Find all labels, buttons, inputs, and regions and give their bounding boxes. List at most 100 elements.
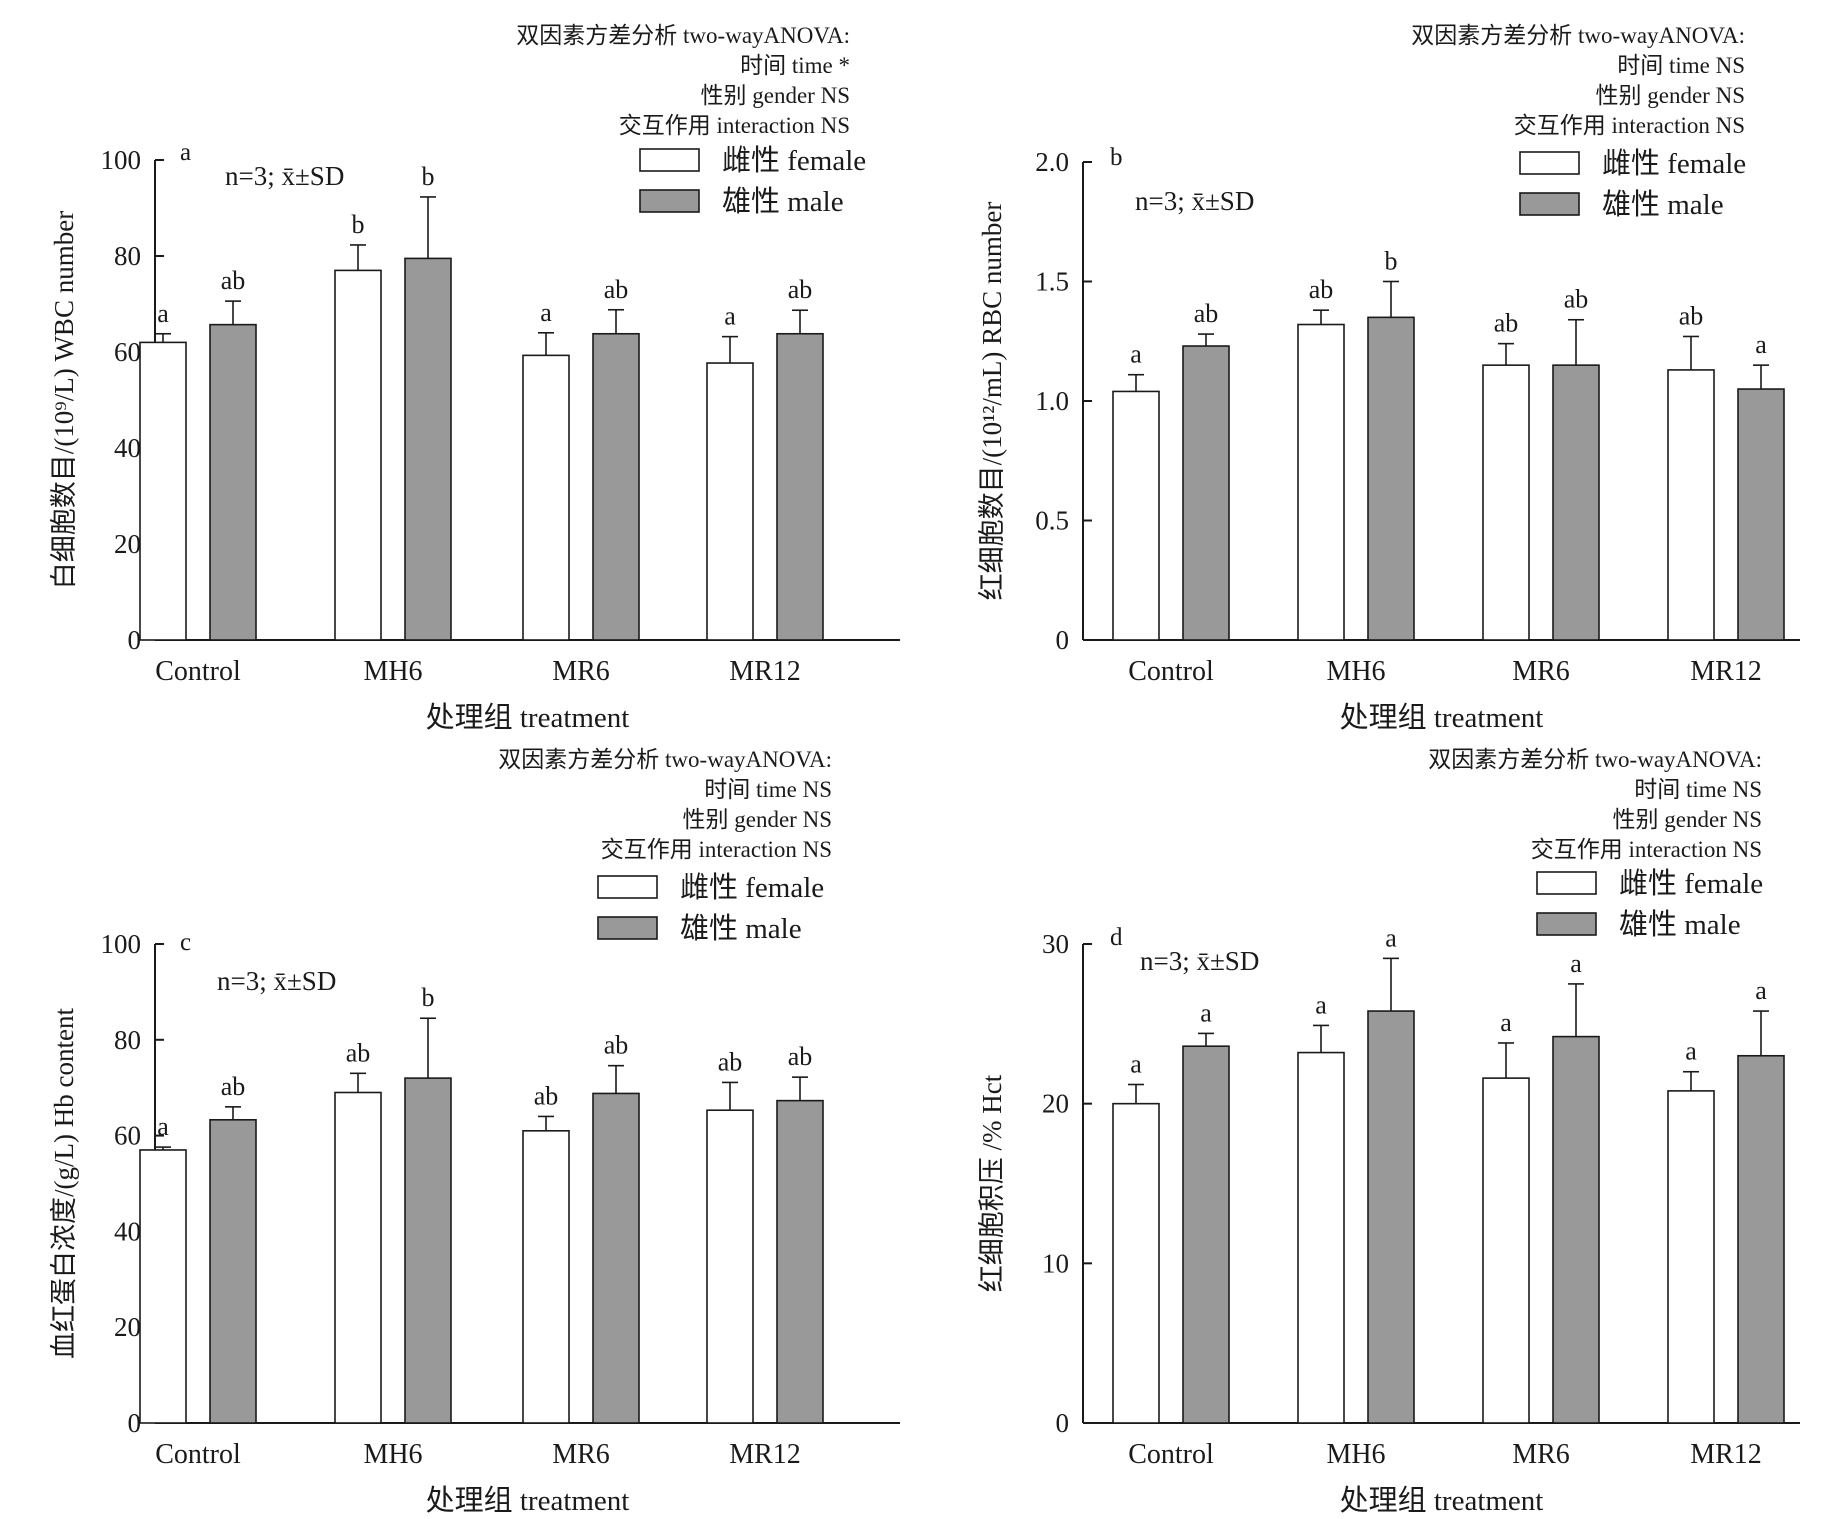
panel-letter: a: [180, 139, 191, 166]
bar-male: [404, 1077, 452, 1424]
y-tick-label: 0: [1056, 625, 1070, 655]
legend-swatch-female: [639, 148, 700, 172]
y-tick-label: 2.0: [1035, 147, 1069, 177]
y-axis-title: 红细胞积压 /% Hct: [977, 1074, 1007, 1292]
bar-female: [1482, 1077, 1530, 1424]
bar-female: [1297, 1051, 1345, 1424]
bar-female: [1482, 364, 1530, 641]
x-tick-label: MR6: [1512, 656, 1570, 687]
bar-male: [404, 257, 452, 641]
y-tick-label: 80: [114, 1025, 141, 1055]
anova-line: 性别 gender NS: [1596, 83, 1745, 108]
anova-line: 性别 gender NS: [701, 83, 850, 108]
bar-male: [592, 1092, 640, 1424]
anova-line: 双因素方差分析 two-wayANOVA:: [516, 23, 850, 48]
significance-label: a: [1755, 976, 1767, 1005]
significance-label: ab: [1194, 299, 1219, 328]
significance-label: ab: [604, 275, 629, 304]
y-tick-label: 80: [114, 241, 141, 271]
significance-label: a: [157, 299, 169, 328]
significance-label: ab: [604, 1031, 629, 1060]
legend-label-male: 雄性 male: [1602, 188, 1724, 221]
y-tick-label: 100: [101, 929, 142, 959]
legend-label-male: 雄性 male: [722, 185, 844, 218]
legend-swatch-female: [597, 875, 658, 899]
anova-line: 双因素方差分析 two-wayANOVA:: [1428, 747, 1762, 772]
significance-label: a: [1500, 1008, 1512, 1037]
chart-panel-b: 双因素方差分析 two-wayANOVA: 时间 time NS 性别 gender…: [977, 23, 1800, 734]
significance-label: ab: [1494, 309, 1519, 338]
bar-female: [1297, 323, 1345, 641]
y-tick-label: 60: [114, 337, 141, 367]
anova-line: 双因素方差分析 two-wayANOVA:: [1411, 23, 1745, 48]
significance-label: a: [157, 1112, 169, 1141]
anova-line: 性别 gender NS: [1613, 807, 1762, 832]
stats-note: n=3; x̄±SD: [217, 966, 336, 996]
anova-line: 双因素方差分析 two-wayANOVA:: [498, 747, 832, 772]
bar-female: [1667, 1090, 1715, 1424]
anova-line: 交互作用 interaction NS: [1531, 837, 1762, 862]
significance-label: a: [1130, 340, 1142, 369]
significance-label: a: [1200, 998, 1212, 1027]
x-tick-label: MH6: [1326, 656, 1385, 687]
significance-label: ab: [534, 1081, 559, 1110]
legend-label-female: 雌性 female: [1602, 147, 1746, 180]
significance-label: b: [422, 983, 435, 1012]
significance-label: ab: [221, 1072, 246, 1101]
x-tick-label: MR12: [729, 656, 801, 687]
anova-line: 时间 time NS: [1634, 777, 1762, 802]
stats-note: n=3; x̄±SD: [225, 161, 344, 191]
bar-male: [209, 1118, 257, 1424]
x-tick-label: MR12: [1690, 1439, 1762, 1470]
y-tick-label: 100: [101, 145, 142, 175]
x-tick-label: MH6: [363, 1439, 422, 1470]
bar-female: [522, 354, 570, 641]
significance-label: b: [422, 162, 435, 191]
x-tick-label: Control: [155, 656, 241, 687]
bar-female: [522, 1130, 570, 1424]
y-tick-label: 20: [1042, 1089, 1069, 1119]
bar-male: [1552, 364, 1600, 641]
legend-label-female: 雌性 female: [722, 144, 866, 177]
bar-female: [1667, 369, 1715, 641]
anova-line: 交互作用 interaction NS: [601, 837, 832, 862]
y-tick-label: 60: [114, 1121, 141, 1151]
significance-label: ab: [788, 275, 813, 304]
chart-panel-d: 双因素方差分析 two-wayANOVA: 时间 time NS 性别 gender…: [977, 747, 1800, 1517]
y-axis-title: 红细胞数目/(10¹²/mL) RBC number: [977, 202, 1007, 601]
legend-swatch-female: [1536, 871, 1597, 895]
bar-female: [706, 1109, 754, 1424]
y-axis-title: 血红蛋白浓度/(g/L) Hb content: [49, 1008, 79, 1359]
bar-male: [1367, 316, 1415, 641]
chart-panel-c: 双因素方差分析 two-wayANOVA: 时间 time NS 性别 gender…: [49, 747, 900, 1517]
significance-label: b: [352, 210, 365, 239]
x-tick-label: MR6: [552, 656, 610, 687]
significance-label: ab: [221, 266, 246, 295]
significance-label: ab: [788, 1042, 813, 1071]
bar-male: [1182, 345, 1230, 641]
bar-male: [1737, 1054, 1785, 1424]
x-tick-label: MH6: [1326, 1439, 1385, 1470]
legend-label-female: 雌性 female: [680, 871, 824, 904]
significance-label: a: [724, 302, 736, 331]
bar-female: [334, 1091, 382, 1424]
significance-label: a: [1570, 949, 1582, 978]
x-tick-label: MR12: [729, 1439, 801, 1470]
significance-label: ab: [718, 1047, 743, 1076]
y-tick-label: 40: [114, 1216, 141, 1246]
bar-male: [776, 1099, 824, 1424]
y-tick-label: 20: [114, 529, 141, 559]
bar-female: [139, 1149, 187, 1424]
bar-female: [706, 362, 754, 641]
bar-male: [592, 332, 640, 641]
significance-label: a: [540, 298, 552, 327]
bar-female: [1112, 1102, 1160, 1424]
x-tick-label: Control: [155, 1439, 241, 1470]
x-axis-title: 处理组 treatment: [426, 1484, 630, 1517]
anova-line: 时间 time *: [740, 53, 850, 78]
bar-male: [1552, 1035, 1600, 1424]
anova-line: 性别 gender NS: [683, 807, 832, 832]
bar-male: [776, 332, 824, 641]
bar-male: [1737, 388, 1785, 641]
